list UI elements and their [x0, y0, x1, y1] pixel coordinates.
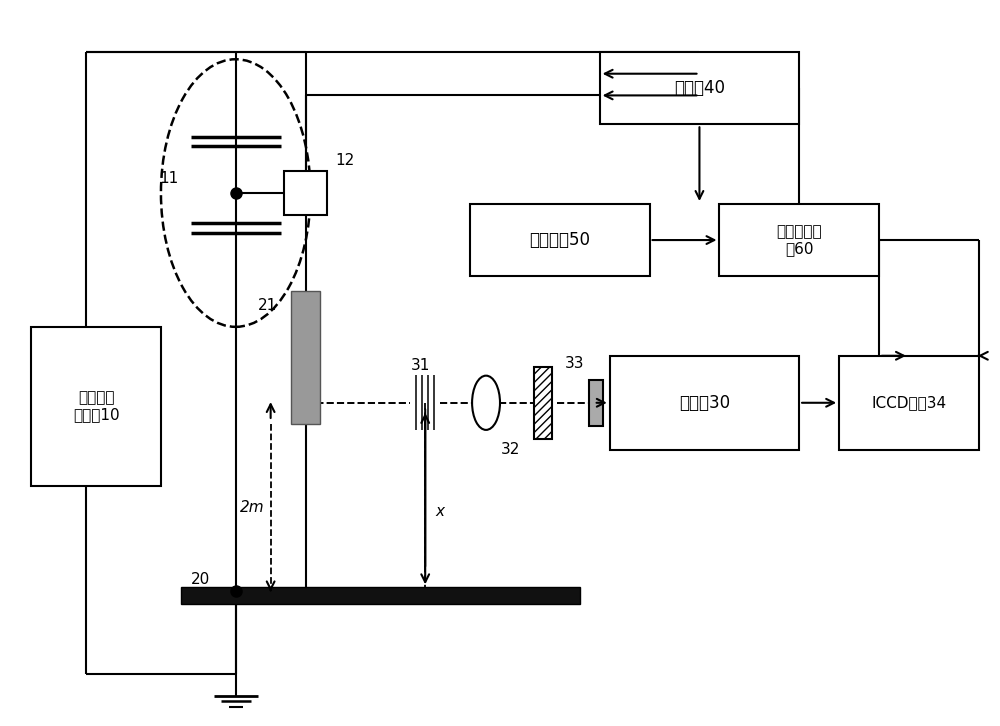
Bar	[534, 367, 552, 439]
Text: 同步触发装
置60: 同步触发装 置60	[776, 224, 822, 256]
Text: 20: 20	[191, 572, 210, 587]
Text: 12: 12	[335, 152, 355, 168]
Bar	[600, 52, 799, 124]
Text: x: x	[436, 504, 445, 519]
Text: 分析装置50: 分析装置50	[529, 231, 590, 249]
Ellipse shape	[472, 375, 500, 430]
Text: 示波器40: 示波器40	[674, 79, 725, 97]
Bar	[31, 327, 161, 486]
Bar	[610, 356, 799, 450]
Text: 31: 31	[411, 358, 430, 372]
Bar	[719, 204, 879, 276]
Text: 11: 11	[159, 171, 179, 186]
Text: 33: 33	[565, 356, 585, 370]
Bar	[284, 171, 327, 215]
Text: ICCD相机34: ICCD相机34	[871, 395, 946, 410]
Text: 冲击电压
发生器10: 冲击电压 发生器10	[73, 390, 119, 423]
Bar	[181, 587, 580, 604]
Bar	[589, 380, 603, 426]
Text: 光谱仪30: 光谱仪30	[679, 393, 730, 412]
Bar	[839, 356, 979, 450]
Text: 32: 32	[501, 442, 521, 457]
Text: 2m: 2m	[240, 500, 265, 515]
Bar	[470, 204, 650, 276]
Text: 21: 21	[258, 298, 278, 313]
Bar	[291, 290, 320, 425]
